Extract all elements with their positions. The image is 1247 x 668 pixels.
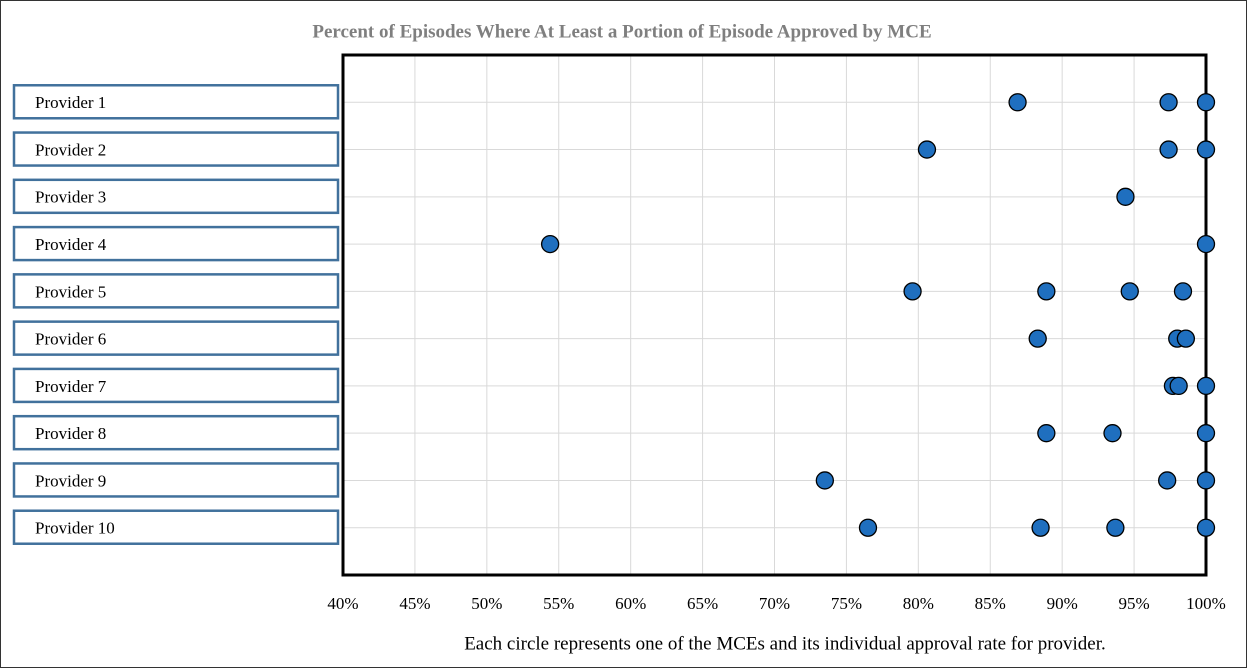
y-tick-label: Provider 9 xyxy=(35,471,106,490)
category-box xyxy=(12,462,340,498)
plot-border xyxy=(341,53,1208,577)
x-tick-label: 55% xyxy=(543,594,574,613)
y-tick-label: Provider 2 xyxy=(35,140,106,159)
y-tick-label: Provider 8 xyxy=(35,424,106,443)
category-box xyxy=(12,131,340,167)
x-tick-label: 70% xyxy=(759,594,790,613)
category-box xyxy=(12,414,340,451)
x-axis-label: Each circle represents one of the MCEs a… xyxy=(464,633,1106,654)
dot xyxy=(1196,234,1216,254)
dot xyxy=(1196,471,1216,490)
x-tick-label: 95% xyxy=(1118,594,1149,613)
y-tick-label: Provider 10 xyxy=(35,519,115,538)
y-tick-label: Provider 5 xyxy=(35,282,106,301)
y-tick-label: Provider 6 xyxy=(35,330,106,349)
dot xyxy=(1158,471,1177,490)
dot xyxy=(917,140,937,159)
chart-title: Percent of Episodes Where At Least a Por… xyxy=(312,21,931,42)
dot xyxy=(1173,282,1193,301)
category-box xyxy=(12,367,340,404)
dot xyxy=(1116,187,1135,206)
x-tick-label: 75% xyxy=(831,594,862,613)
dot xyxy=(1008,93,1027,112)
dot xyxy=(1028,329,1047,348)
x-tick-label: 90% xyxy=(1047,594,1078,613)
y-tick-label: Provider 1 xyxy=(35,93,106,112)
x-tick-label: 85% xyxy=(975,594,1006,613)
dot xyxy=(1159,140,1178,159)
x-tick-label: 50% xyxy=(471,594,502,613)
dot xyxy=(858,518,878,537)
category-box xyxy=(12,84,340,120)
dot xyxy=(1159,93,1178,112)
dot xyxy=(1196,93,1216,112)
x-tick-label: 60% xyxy=(615,594,646,613)
category-box xyxy=(12,273,340,309)
category-box xyxy=(12,320,340,356)
dot xyxy=(1103,424,1122,443)
dot xyxy=(1120,282,1139,301)
x-tick-label: 80% xyxy=(903,594,934,613)
y-tick-label: Provider 3 xyxy=(35,188,106,207)
dot xyxy=(1176,329,1196,348)
y-tick-label: Provider 4 xyxy=(35,235,107,254)
x-tick-label: 65% xyxy=(687,594,718,613)
y-tick-label: Provider 7 xyxy=(35,377,107,396)
category-box xyxy=(12,509,340,545)
category-box xyxy=(12,225,340,262)
dot xyxy=(1037,424,1056,443)
dot xyxy=(1106,518,1125,537)
dot xyxy=(1196,518,1216,537)
dot xyxy=(1196,140,1216,159)
dot xyxy=(1169,376,1188,396)
dot xyxy=(1196,376,1216,396)
dot xyxy=(540,234,560,254)
category-box xyxy=(12,178,340,215)
dot xyxy=(1031,518,1050,537)
dot xyxy=(1037,282,1056,301)
x-tick-label: 100% xyxy=(1186,594,1226,613)
x-tick-label: 40% xyxy=(327,594,358,613)
dot xyxy=(903,282,922,301)
dot xyxy=(1196,424,1216,443)
dot xyxy=(815,471,834,490)
x-tick-label: 45% xyxy=(399,594,430,613)
